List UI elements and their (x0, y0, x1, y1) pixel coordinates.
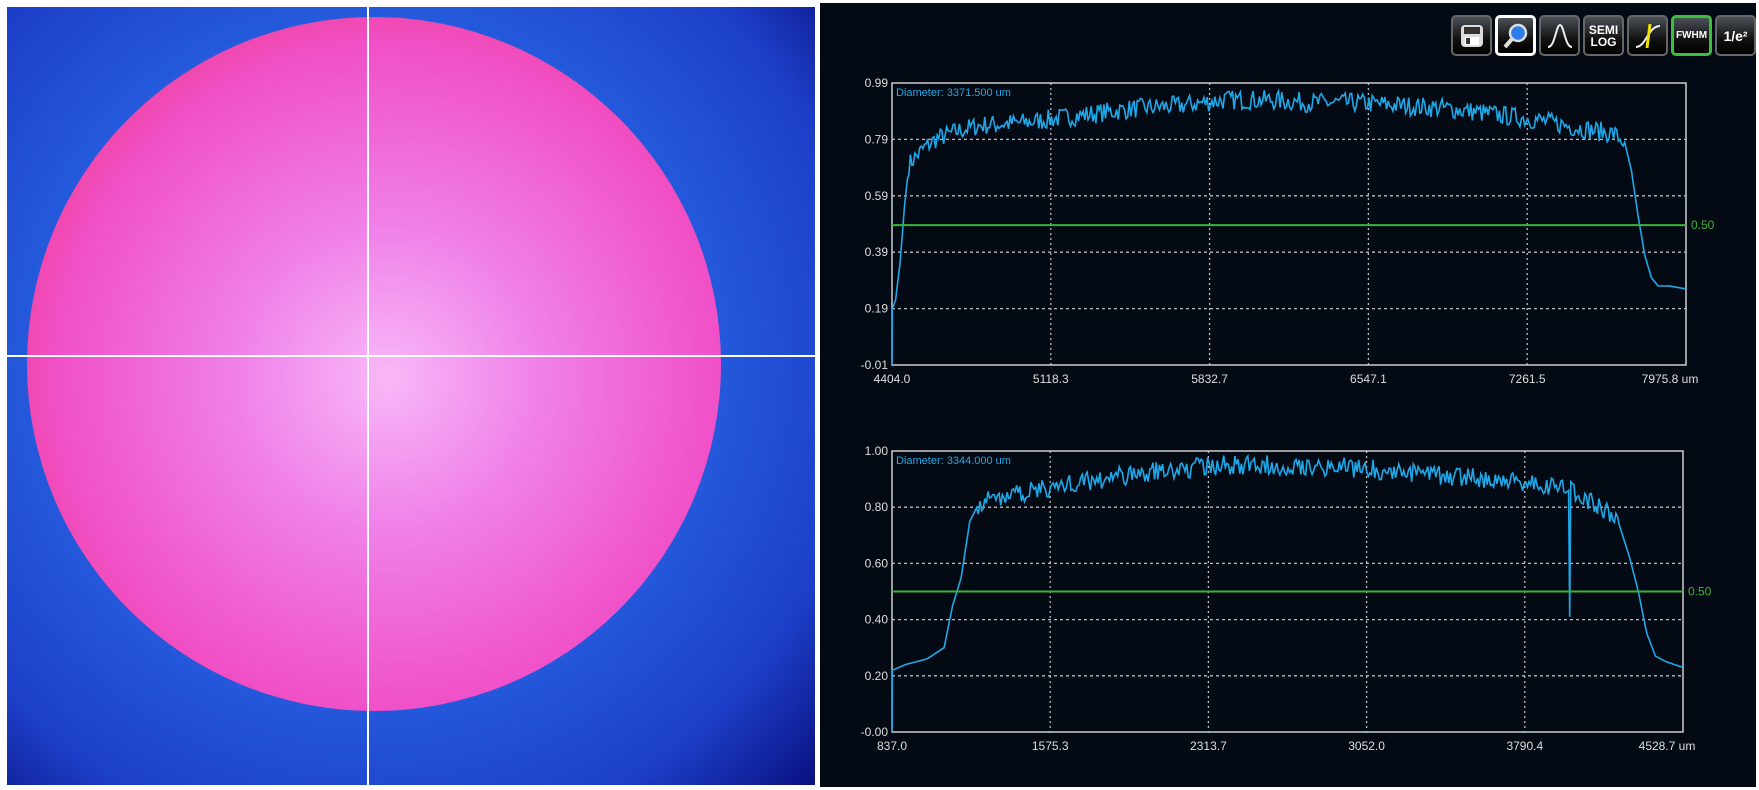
y-tick-label: -0.01 (861, 358, 889, 372)
y-tick-label: 0.80 (865, 500, 889, 514)
x-tick-label: 1575.3 (1032, 739, 1069, 753)
x-tick-label: 4528.7 um (1639, 739, 1696, 753)
x-tick-label: 837.0 (877, 739, 907, 753)
y-tick-label: 0.59 (865, 189, 889, 203)
diameter-annotation: Diameter: 3371.500 um (896, 87, 1011, 99)
beam-profile-image[interactable] (7, 7, 815, 785)
y-tick-label: 0.60 (865, 556, 889, 570)
threshold-label: 0.50 (1691, 218, 1715, 232)
magnifier-icon (1502, 23, 1527, 48)
gaussian-fit-button[interactable] (1539, 15, 1580, 56)
threshold-label: 0.50 (1688, 585, 1712, 599)
y-tick-label: 0.19 (865, 302, 889, 316)
edge-button[interactable] (1627, 15, 1668, 56)
vertical-profile-chart: 837.0 1575.3 2313.7 3052.0 3790.4 4528.7 um -0… (861, 444, 1712, 753)
x-tick-label: 6547.1 (1350, 372, 1387, 386)
beam-spot (27, 17, 721, 711)
x-tick-label: 3052.0 (1348, 739, 1385, 753)
diameter-annotation: Diameter: 3344.000 um (896, 455, 1011, 467)
y-tick-label: 0.99 (865, 76, 889, 90)
save-button[interactable] (1451, 15, 1492, 56)
y-tick-label: 0.20 (865, 669, 889, 683)
x-tick-label: 7261.5 (1509, 372, 1546, 386)
toolbar: SEMI LOG FWHM 1/e² (1451, 15, 1756, 56)
x-tick-label: 4404.0 (874, 372, 911, 386)
semilog-label: SEMI LOG (1588, 22, 1619, 49)
fwhm-label: FWHM (1675, 29, 1708, 41)
x-tick-label: 2313.7 (1190, 739, 1227, 753)
y-tick-label: 1.00 (865, 444, 889, 458)
gaussian-curve-icon (1547, 23, 1572, 48)
y-tick-label: 0.40 (865, 613, 889, 627)
y-tick-label: 0.79 (865, 132, 889, 146)
profile-trace (891, 88, 1686, 366)
plot-frame (891, 82, 1687, 366)
x-tick-label: 3790.4 (1506, 739, 1543, 753)
one-over-e2-button[interactable]: 1/e² (1715, 15, 1756, 56)
edge-cursor-icon (1635, 23, 1660, 48)
zoom-button[interactable] (1495, 15, 1536, 56)
semilog-button[interactable]: SEMI LOG (1583, 15, 1624, 56)
crosshair-vertical[interactable] (367, 7, 369, 785)
x-tick-label: 7975.8 um (1642, 372, 1699, 386)
fwhm-button[interactable]: FWHM (1671, 15, 1712, 56)
x-tick-label: 5118.3 (1033, 372, 1069, 386)
profile-trace (891, 454, 1684, 733)
y-tick-label: -0.00 (861, 725, 889, 739)
crosshair-horizontal[interactable] (7, 355, 815, 357)
one-over-e2-label: 1/e² (1723, 27, 1748, 44)
profile-panel: SEMI LOG FWHM 1/e² 4404.0 5118.3 5832.7 654… (820, 3, 1756, 787)
y-tick-label: 0.39 (865, 245, 889, 259)
floppy-disk-icon (1460, 24, 1483, 47)
horizontal-profile-chart: 4404.0 5118.3 5832.7 6547.1 7261.5 7975.8 um -… (861, 76, 1715, 386)
x-tick-label: 5832.7 (1191, 372, 1228, 386)
